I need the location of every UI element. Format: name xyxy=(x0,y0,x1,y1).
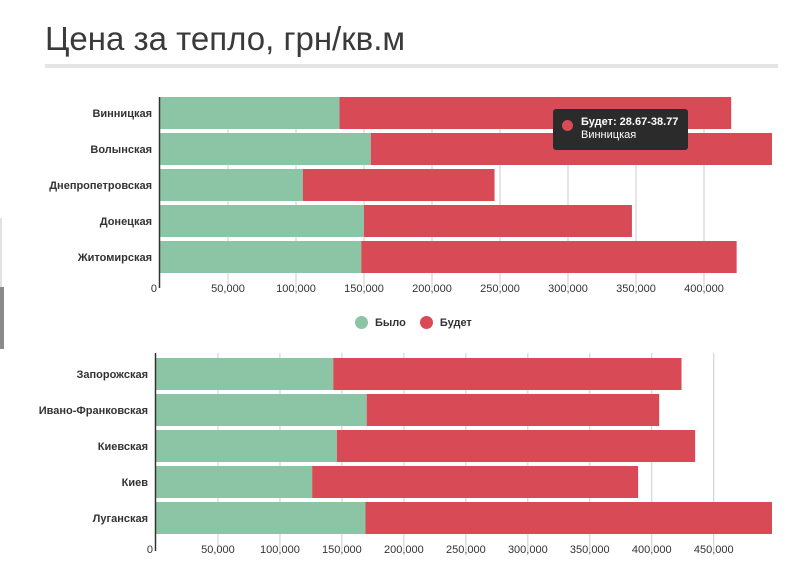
tooltip-series-dot xyxy=(562,120,573,131)
top-tick-label: 350,000 xyxy=(616,283,656,295)
top-category-label: Донецкая xyxy=(100,216,152,228)
bottom-tick-label: 0 xyxy=(147,544,153,556)
top-bar-bylo[interactable] xyxy=(160,241,362,273)
bottom-category-label: Ивано-Франковская xyxy=(39,405,148,417)
bottom-tick-label: 450,000 xyxy=(694,544,734,556)
bottom-tick-label: 200,000 xyxy=(384,544,424,556)
top-tick-label: 250,000 xyxy=(480,283,520,295)
top-category-label: Днепропетровская xyxy=(49,180,152,192)
bottom-bar-budet[interactable] xyxy=(365,502,772,534)
bottom-tick-label: 350,000 xyxy=(570,544,610,556)
tooltip-value: Будет: 28.67-38.77 xyxy=(581,116,679,128)
bottom-category-label: Луганская xyxy=(93,513,148,525)
chart-tooltip: Будет: 28.67-38.77 Винницкая xyxy=(553,109,688,150)
bottom-bar-bylo[interactable] xyxy=(156,358,334,390)
bottom-bar-bylo[interactable] xyxy=(156,502,366,534)
top-bar-budet[interactable] xyxy=(364,205,632,237)
legend-swatch-bylo xyxy=(355,316,368,329)
title-divider xyxy=(45,64,778,68)
page-title: Цена за тепло, грн/кв.м xyxy=(45,20,406,57)
bottom-category-label: Киев xyxy=(122,477,149,489)
top-category-label: Волынская xyxy=(90,144,152,156)
top-bar-budet[interactable] xyxy=(361,241,737,273)
bottom-tick-label: 100,000 xyxy=(260,544,300,556)
chart-legend: Было Будет xyxy=(355,316,486,329)
bottom-bar-budet[interactable] xyxy=(333,358,682,390)
bottom-tick-label: 250,000 xyxy=(446,544,486,556)
top-tick-label: 400,000 xyxy=(684,283,724,295)
top-bar-budet[interactable] xyxy=(302,169,495,201)
bottom-bar-budet[interactable] xyxy=(312,466,639,498)
bottom-bar-budet[interactable] xyxy=(336,430,696,462)
bottom-bar-bylo[interactable] xyxy=(156,466,313,498)
bottom-tick-label: 50,000 xyxy=(201,544,235,556)
top-category-label: Житомирская xyxy=(77,252,152,264)
top-bar-bylo[interactable] xyxy=(160,133,371,165)
legend-label-bylo: Было xyxy=(375,316,406,329)
top-category-label: Винницкая xyxy=(92,108,152,120)
top-bar-bylo[interactable] xyxy=(160,205,364,237)
legend-swatch-budet xyxy=(419,316,433,329)
top-bar-bylo[interactable] xyxy=(160,97,340,129)
bottom-bar-budet[interactable] xyxy=(366,394,660,426)
legend-item-budet[interactable]: Будет xyxy=(419,316,472,329)
top-tick-label: 150,000 xyxy=(344,283,384,295)
bottom-tick-label: 300,000 xyxy=(508,544,548,556)
bottom-category-label: Запорожская xyxy=(77,369,148,381)
tooltip-category: Винницкая xyxy=(581,129,637,141)
scrollbar-track xyxy=(0,218,2,288)
top-tick-label: 0 xyxy=(151,283,157,295)
top-tick-label: 300,000 xyxy=(548,283,588,295)
legend-item-bylo[interactable]: Было xyxy=(355,316,406,329)
bottom-category-label: Киевская xyxy=(98,441,148,453)
bottom-bar-bylo[interactable] xyxy=(156,394,367,426)
top-tick-label: 200,000 xyxy=(412,283,452,295)
scrollbar-thumb[interactable] xyxy=(0,287,4,349)
top-tick-label: 50,000 xyxy=(211,283,245,295)
bottom-tick-label: 400,000 xyxy=(632,544,672,556)
top-tick-label: 100,000 xyxy=(276,283,316,295)
bottom-bar-bylo[interactable] xyxy=(156,430,337,462)
bottom-tick-label: 150,000 xyxy=(322,544,362,556)
top-bar-bylo[interactable] xyxy=(160,169,303,201)
legend-label-budet: Будет xyxy=(439,316,472,329)
